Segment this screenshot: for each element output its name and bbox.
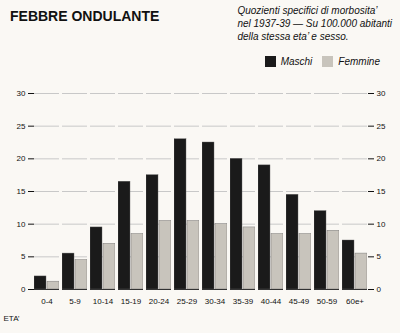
svg-text:35-39: 35-39: [233, 297, 254, 306]
svg-text:0: 0: [377, 285, 382, 294]
svg-text:15: 15: [17, 187, 26, 196]
svg-text:25-29: 25-29: [177, 297, 198, 306]
svg-text:30: 30: [17, 89, 26, 98]
svg-text:10-14: 10-14: [93, 297, 114, 306]
svg-text:20: 20: [17, 154, 26, 163]
html-text:FEBBRE ONDULANTE: FEBBRE ONDULANTE: [10, 8, 160, 24]
svg-text:50-59: 50-59: [317, 297, 338, 306]
svg-text:10: 10: [17, 220, 26, 229]
svg-text:30-34: 30-34: [205, 297, 226, 306]
html-text:Quozienti specifici di morbosi: Quozienti specifici di morbosita’ nel 19…: [237, 5, 392, 42]
svg-text:15: 15: [377, 187, 386, 196]
svg-text:20: 20: [377, 154, 386, 163]
svg-text:10: 10: [377, 220, 386, 229]
svg-text:0: 0: [21, 285, 26, 294]
svg-text:15-19: 15-19: [121, 297, 142, 306]
svg-text:ETA’: ETA’: [4, 314, 20, 323]
svg-text:0-4: 0-4: [41, 297, 53, 306]
svg-text:60e+: 60e+: [346, 297, 364, 306]
svg-text:5-9: 5-9: [69, 297, 81, 306]
svg-text:40-44: 40-44: [261, 297, 282, 306]
svg-text:5: 5: [377, 252, 382, 261]
svg-text:25: 25: [17, 122, 26, 131]
html-text:Maschi: Maschi: [280, 56, 313, 67]
svg-text:20-24: 20-24: [149, 297, 170, 306]
svg-text:30: 30: [377, 89, 386, 98]
svg-text:25: 25: [377, 122, 386, 131]
svg-text:5: 5: [21, 252, 26, 261]
html-text:Femmine: Femmine: [338, 56, 380, 67]
svg-text:45-49: 45-49: [289, 297, 310, 306]
